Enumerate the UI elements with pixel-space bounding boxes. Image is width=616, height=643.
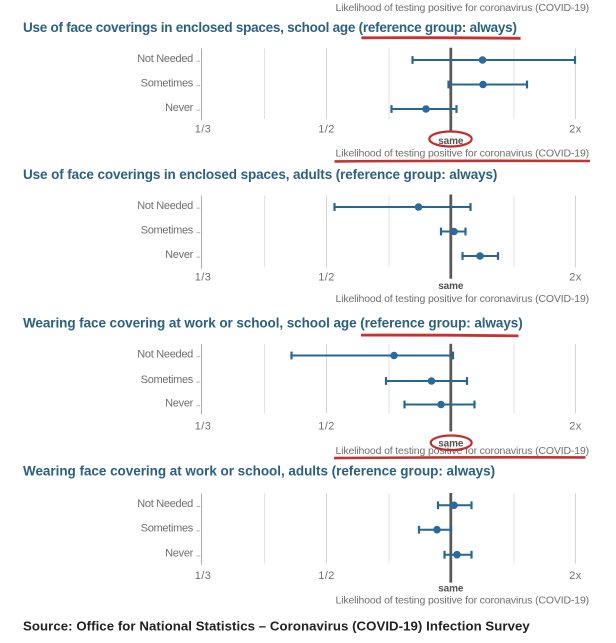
- svg-text:Source: Office for National St: Source: Office for National Statistics –…: [23, 618, 530, 633]
- svg-text:Never: Never: [165, 548, 193, 560]
- svg-text:Use of face coverings in enclo: Use of face coverings in enclosed spaces…: [23, 167, 497, 182]
- svg-text:2x: 2x: [569, 271, 582, 283]
- svg-text:Likelihood of testing positive: Likelihood of testing positive for coron…: [336, 445, 589, 457]
- svg-text:Likelihood of testing positive: Likelihood of testing positive for coron…: [336, 594, 589, 606]
- svg-text:Use of face coverings in enclo: Use of face coverings in enclosed spaces…: [23, 20, 517, 35]
- svg-text:Sometimes: Sometimes: [141, 77, 194, 89]
- svg-text:Likelihood of testing positive: Likelihood of testing positive for coron…: [336, 2, 589, 14]
- svg-text:Sometimes: Sometimes: [141, 224, 194, 236]
- svg-text:Sometimes: Sometimes: [141, 523, 194, 535]
- svg-text:same: same: [438, 281, 464, 292]
- svg-text:1/3: 1/3: [195, 570, 212, 582]
- svg-text:same: same: [438, 439, 464, 450]
- svg-text:same: same: [438, 136, 464, 147]
- svg-text:Likelihood of testing positive: Likelihood of testing positive for coron…: [336, 147, 589, 159]
- svg-text:1/3: 1/3: [195, 123, 212, 135]
- svg-text:Never: Never: [165, 102, 193, 114]
- svg-text:1/3: 1/3: [195, 271, 212, 283]
- svg-text:same: same: [438, 583, 464, 594]
- svg-text:Likelihood of testing positive: Likelihood of testing positive for coron…: [336, 293, 589, 305]
- svg-text:Not Needed: Not Needed: [137, 53, 193, 65]
- svg-text:1/2: 1/2: [318, 123, 335, 135]
- svg-text:Not Needed: Not Needed: [137, 348, 193, 360]
- svg-text:Sometimes: Sometimes: [141, 374, 194, 386]
- svg-text:Wearing face covering at work: Wearing face covering at work or school,…: [23, 464, 495, 479]
- svg-text:1/2: 1/2: [318, 421, 335, 433]
- svg-text:1/3: 1/3: [195, 421, 212, 433]
- svg-text:1/2: 1/2: [318, 271, 335, 283]
- svg-text:2x: 2x: [569, 421, 582, 433]
- svg-text:Wearing face covering at work: Wearing face covering at work or school,…: [23, 316, 523, 331]
- svg-text:Never: Never: [165, 249, 193, 261]
- svg-text:Never: Never: [165, 397, 193, 409]
- svg-text:2x: 2x: [569, 123, 582, 135]
- svg-text:2x: 2x: [569, 570, 582, 582]
- svg-text:Not Needed: Not Needed: [137, 200, 193, 212]
- svg-text:Not Needed: Not Needed: [137, 498, 193, 510]
- svg-text:1/2: 1/2: [318, 570, 335, 582]
